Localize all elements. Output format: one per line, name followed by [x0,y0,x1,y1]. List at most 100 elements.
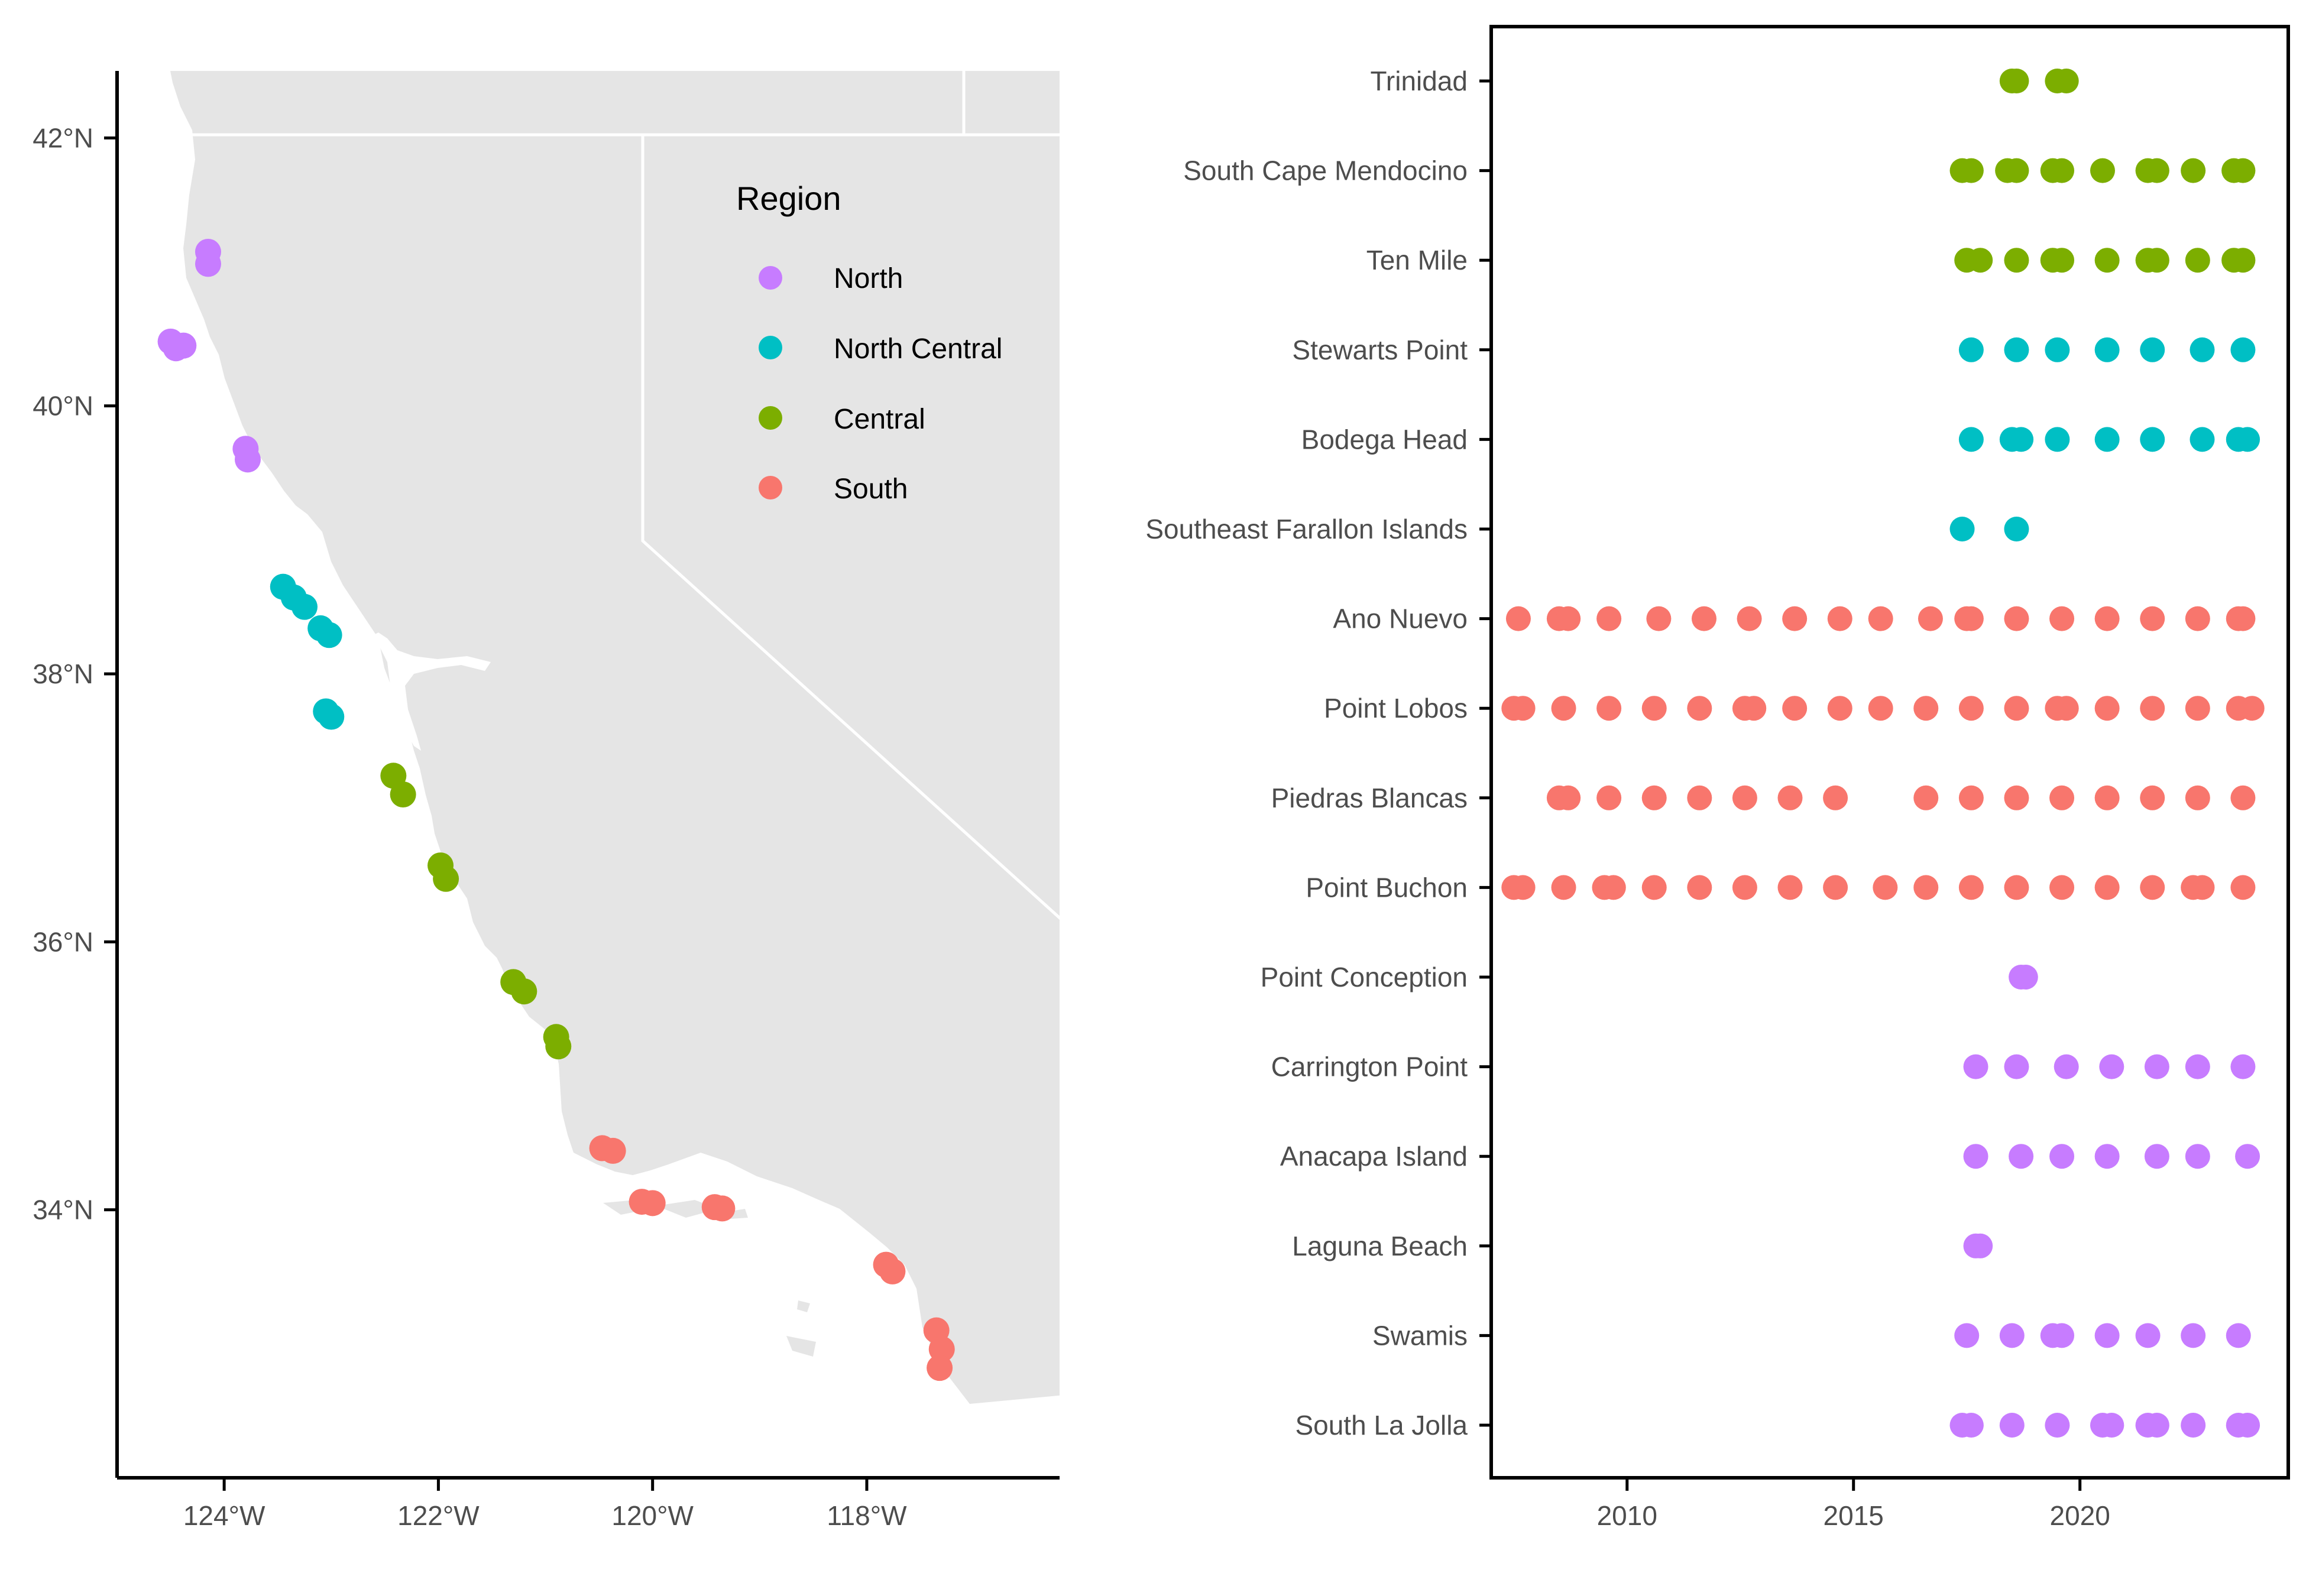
sample-point-north [2144,1144,2169,1169]
site-point-south [600,1137,626,1164]
sample-point-north [1999,1413,2025,1438]
sample-point-south [1556,606,1581,631]
site-point-central [511,978,537,1005]
site-point-north [195,251,221,277]
legend-swatch-central [759,406,782,430]
sample-point-south [1958,606,1984,631]
nv-ca-border [641,135,1060,920]
sample-point-north-central [2190,337,2215,362]
sample-point-south [1823,785,1848,810]
state-borders [171,71,1060,1412]
sample-point-south [1913,875,1939,900]
site-point-north [163,335,189,362]
site-label-ano-nuevo: Ano Nuevo [1333,604,1468,634]
legend-title: Region [736,180,841,217]
site-label-south-cape-mendocino: South Cape Mendocino [1183,155,1468,186]
sample-point-south [1641,696,1667,721]
site-label-ten-mile: Ten Mile [1366,245,1468,275]
sample-point-south [2094,696,2120,721]
site-label-laguna-beach: Laguna Beach [1292,1231,1468,1261]
sample-point-north-central [2094,337,2120,362]
sample-point-central [2144,248,2169,273]
sample-point-south [2239,696,2265,721]
sample-point-central [2090,158,2115,183]
x-tick-label: 122°W [397,1500,480,1531]
x-tick-label: 2015 [1824,1500,1884,1531]
sample-point-central [2054,69,2079,93]
sample-point-north [1954,1323,1980,1348]
sample-point-north [2094,1323,2120,1348]
timeline-frame [1489,25,2290,1480]
sample-point-north-central [2045,337,2070,362]
sample-point-central [2004,69,2029,93]
site-point-north-central [291,593,318,620]
legend-swatch-north-central [759,336,782,359]
sample-point-north-central [2235,427,2260,452]
x-tick-label: 120°W [611,1500,694,1531]
sample-point-south [1687,875,1712,900]
sample-point-south [1732,785,1757,810]
sample-point-south [2140,875,2165,900]
site-point-north-central [318,703,345,730]
sample-point-south [2049,606,2075,631]
sample-point-south [2049,785,2075,810]
sample-point-south [1646,606,1672,631]
sample-point-south [2004,696,2029,721]
sample-point-south [1782,696,1808,721]
sample-point-north [2099,1054,2124,1079]
sample-point-south [1913,696,1939,721]
site-label-swamis: Swamis [1372,1320,1468,1351]
sample-point-north [1958,1413,1984,1438]
sample-point-north [1999,1323,2025,1348]
legend-label-north-central: North Central [834,333,1002,365]
sample-point-north-central [1958,337,1984,362]
sample-point-south [1827,696,1852,721]
sample-point-north [2045,1413,2070,1438]
x-tick-label: 124°W [183,1500,265,1531]
site-label-point-lobos: Point Lobos [1324,693,1468,724]
sample-point-north [2144,1054,2169,1079]
y-tick-label: 36°N [33,926,93,957]
sample-point-south [1510,696,1536,721]
sample-point-north [2235,1413,2260,1438]
sample-point-north [2230,1054,2256,1079]
sample-point-south [2004,875,2029,900]
sample-point-north [2181,1413,2206,1438]
sample-point-south [1958,875,1984,900]
sample-point-south [2185,785,2210,810]
site-label-south-la-jolla: South La Jolla [1295,1410,1468,1441]
sample-point-south [1687,785,1712,810]
sample-point-central [2094,248,2120,273]
map-geography [170,71,1060,1412]
sample-point-central [1958,158,1984,183]
sample-point-south [1782,606,1808,631]
sample-point-south [1510,875,1536,900]
land-mass [170,71,1060,1404]
sample-point-north-central [2140,337,2165,362]
sample-point-north [1968,1233,1993,1258]
x-tick-label: 2020 [2050,1500,2110,1531]
sample-point-north [2009,1144,2034,1169]
sample-point-north [1963,1054,1988,1079]
sample-point-central [2185,248,2210,273]
map-x-ticks: 124°W 122°W 120°W 118°W [183,1478,907,1531]
timeline-y-ticks: Trinidad South Cape Mendocino Ten Mile Stew… [1145,66,1491,1441]
sample-point-north [2181,1323,2206,1348]
sample-point-south [2054,696,2079,721]
sample-point-south [2004,785,2029,810]
sample-point-central [2144,158,2169,183]
sample-point-north [2054,1054,2079,1079]
sample-point-south [1777,785,1803,810]
site-point-south [879,1258,906,1284]
sample-point-south [1596,696,1622,721]
site-label-stewarts-point: Stewarts Point [1292,335,1468,365]
sample-point-south [2004,606,2029,631]
sample-point-south [1868,696,1893,721]
sample-point-north [1963,1144,1988,1169]
legend-label-central: Central [834,404,925,435]
sample-point-south [2190,875,2215,900]
y-tick-label: 34°N [33,1195,93,1225]
site-point-south [709,1195,736,1222]
sample-point-south [1551,696,1576,721]
az-ca-border [945,1397,1060,1412]
